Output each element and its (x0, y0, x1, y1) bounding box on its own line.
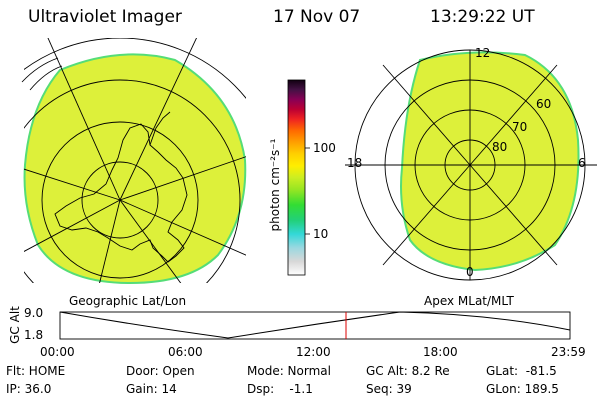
orbit-xtick-1200: 12:00 (296, 345, 331, 359)
mlat-label-80: 80 (492, 140, 508, 154)
orbit-plot (59, 311, 571, 340)
status-dsp: Dsp: -1.1 (247, 382, 313, 396)
orbit-xtick-1800: 18:00 (423, 345, 458, 359)
mlat-label-60: 60 (536, 97, 552, 111)
south-america-tip (21, 57, 63, 91)
orbit-ytick-max: 9.0 (24, 306, 44, 320)
right-emission-region (400, 51, 580, 272)
status-door: Door: Open (126, 364, 195, 378)
status-gain: Gain: 14 (126, 382, 177, 396)
status-ip: IP: 36.0 (6, 382, 52, 396)
instrument-title: Ultraviolet Imager (28, 7, 182, 27)
orbit-axis-label: GC Alt (8, 306, 22, 344)
antarctica-coastline (54, 123, 188, 263)
orbit-ytick-min: 1.8 (24, 328, 44, 342)
right-grid (345, 49, 597, 281)
mlt-label-0: 0 (466, 265, 474, 279)
status-glat: GLat: -81.5 (486, 364, 557, 378)
left-grid (24, 38, 246, 283)
colorbar-unit-label: photon cm⁻²s⁻¹ (268, 138, 282, 232)
magnetic-map (345, 49, 597, 281)
altitude-curve (59, 311, 571, 339)
mlt-label-12: 12 (475, 46, 491, 60)
mlt-label-6: 6 (578, 156, 586, 170)
orbit-xtick-0600: 06:00 (168, 345, 203, 359)
image-date: 17 Nov 07 (273, 7, 361, 27)
image-time: 13:29:22 UT (430, 7, 535, 27)
antarctic-peninsula (149, 111, 171, 146)
status-filter: Flt: HOME (6, 364, 66, 378)
status-gc-alt: GC Alt: 8.2 Re (366, 364, 450, 378)
geographic-map (21, 38, 247, 285)
status-glon: GLon: 189.5 (486, 382, 559, 396)
colorbar-tick-10: 10 (313, 227, 329, 241)
status-mode: Mode: Normal (247, 364, 331, 378)
colorbar-tick-100: 100 (313, 141, 336, 155)
color-bar (287, 79, 310, 276)
left-map-label: Geographic Lat/Lon (69, 294, 187, 308)
right-map-label: Apex MLat/MLT (424, 294, 514, 308)
mlat-label-70: 70 (512, 120, 528, 134)
status-seq: Seq: 39 (366, 382, 412, 396)
orbit-xtick-0000: 00:00 (40, 345, 75, 359)
mlt-label-18: 18 (347, 156, 363, 170)
orbit-xtick-2359: 23:59 (551, 345, 586, 359)
